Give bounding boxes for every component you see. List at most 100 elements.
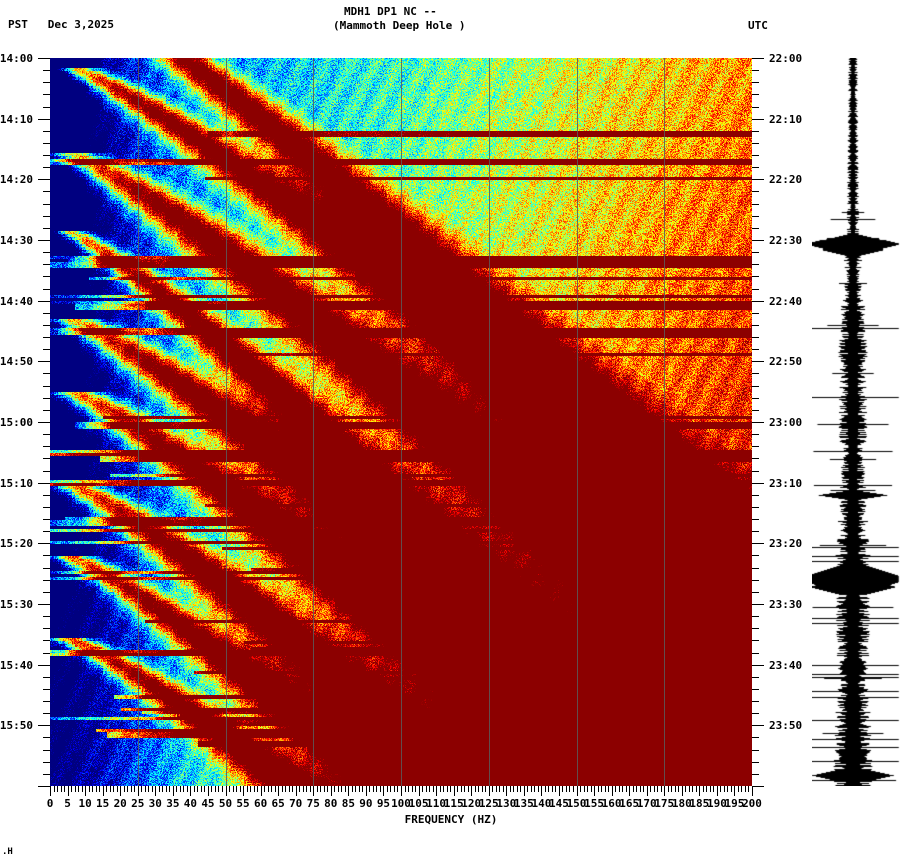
freq-tick-minor [281,786,283,792]
time-tick-minor [43,337,50,338]
time-tick-major [38,301,50,302]
freq-tick-minor [534,786,536,792]
freq-tick-minor [499,786,501,792]
freq-tick-minor [386,786,388,792]
frequency-axis-label-tick: 95 [376,797,391,810]
freq-tick-minor [604,786,606,792]
freq-tick-minor [211,786,213,792]
time-tick-minor [43,762,50,763]
freq-tick-major [67,786,69,796]
freq-tick-minor [327,786,329,792]
time-tick-major [38,119,50,120]
freq-tick-major [137,786,139,796]
time-tick-minor [43,434,50,435]
freq-tick-minor [439,786,441,792]
freq-tick-major [541,786,543,796]
time-tick-minor [752,94,759,95]
time-axis-label: 15:00 [0,416,33,429]
seismogram-canvas [812,58,900,786]
time-tick-minor [43,495,50,496]
spectrogram-plot[interactable] [50,58,752,786]
time-tick-minor [43,70,50,71]
freq-tick-minor [162,786,164,792]
freq-tick-minor [544,786,546,792]
time-tick-minor [752,410,759,411]
freq-tick-minor [200,786,202,792]
freq-tick-minor [323,786,325,792]
freq-tick-minor [309,786,311,792]
time-tick-minor [752,276,759,277]
freq-tick-minor [257,786,259,792]
time-tick-major [38,58,50,59]
time-tick-major [752,786,764,787]
header-local-timezone-date: PST Dec 3,2025 [8,18,114,31]
freq-tick-minor [292,786,294,792]
frequency-axis-label-tick: 140 [531,797,552,810]
freq-tick-minor [404,786,406,792]
freq-tick-minor [450,786,452,792]
freq-tick-major [155,786,157,796]
time-tick-minor [752,289,759,290]
freq-tick-minor [688,786,690,792]
time-tick-minor [43,446,50,447]
freq-tick-minor [639,786,641,792]
freq-tick-minor [460,786,462,792]
freq-tick-minor [551,786,553,792]
freq-tick-minor [667,786,669,792]
frequency-axis-label-tick: 40 [183,797,198,810]
time-tick-minor [43,155,50,156]
freq-tick-minor [513,786,515,792]
freq-tick-minor [288,786,290,792]
time-tick-minor [43,701,50,702]
time-tick-minor [752,446,759,447]
freq-tick-minor [678,786,680,792]
freq-tick-minor [446,786,448,792]
time-axis-label: 23:30 [769,598,803,611]
time-axis-label: 23:20 [769,537,803,550]
seismogram-trace[interactable] [812,58,900,786]
time-tick-minor [752,750,759,751]
freq-tick-minor [176,786,178,792]
time-tick-major [752,58,764,59]
time-tick-minor [752,762,759,763]
time-tick-minor [752,592,759,593]
freq-tick-minor [393,786,395,792]
time-tick-major [752,422,764,423]
freq-tick-minor [71,786,73,792]
time-tick-major [38,543,50,544]
time-tick-minor [752,82,759,83]
freq-tick-minor [341,786,343,792]
freq-tick-major [681,786,683,796]
time-axis-label: 23:10 [769,477,803,490]
time-tick-minor [43,677,50,678]
freq-tick-minor [467,786,469,792]
time-tick-minor [752,70,759,71]
freq-tick-minor [320,786,322,792]
freq-tick-major [120,786,122,796]
time-tick-major [38,483,50,484]
time-tick-minor [752,398,759,399]
frequency-axis-label-tick: 155 [584,797,604,810]
freq-tick-minor [572,786,574,792]
time-tick-minor [43,555,50,556]
time-tick-minor [752,495,759,496]
time-tick-minor [43,774,50,775]
freq-tick-major [699,786,701,796]
freq-tick-minor [590,786,592,792]
time-tick-minor [752,580,759,581]
freq-tick-minor [165,786,167,792]
time-tick-minor [752,337,759,338]
time-axis-label: 22:30 [769,234,803,247]
time-axis-label: 15:40 [0,659,33,672]
frequency-axis-label-tick: 10 [78,797,92,810]
freq-tick-minor [232,786,234,792]
time-tick-minor [752,264,759,265]
time-tick-major [38,361,50,362]
freq-tick-major [383,786,385,796]
freq-tick-minor [457,786,459,792]
freq-tick-minor [548,786,550,792]
frequency-axis-label-tick: 120 [461,797,482,810]
freq-tick-minor [741,786,743,792]
time-tick-minor [43,471,50,472]
time-tick-minor [43,252,50,253]
